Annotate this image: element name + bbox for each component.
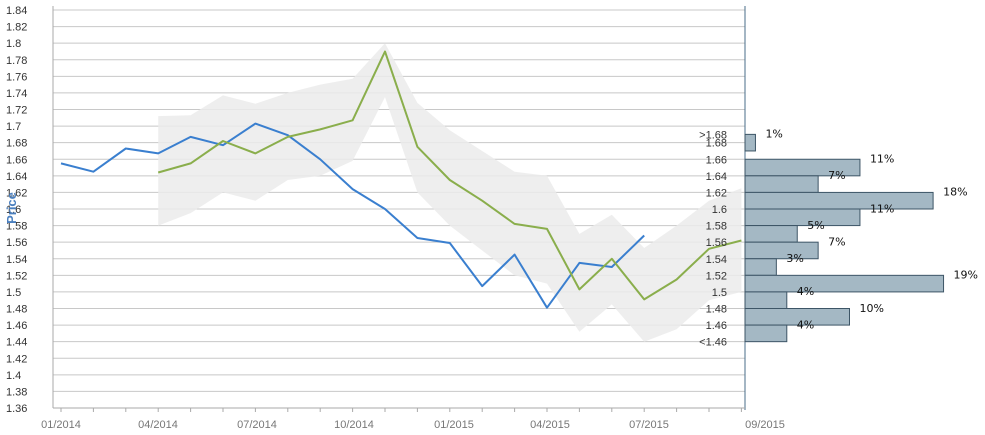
y-tick-label: 1.6 (6, 204, 21, 216)
histogram-bin-label: 1.62 (706, 187, 727, 199)
histogram-bar (744, 291, 788, 309)
y-tick-label: 1.46 (6, 320, 27, 332)
histogram (744, 133, 945, 343)
histogram-percent-label: 11% (870, 153, 894, 166)
histogram-bar (744, 324, 788, 343)
histogram-percent-label: 7% (828, 169, 845, 182)
y-tick-label: 1.7 (6, 121, 21, 133)
x-tick-label: 04/2014 (138, 419, 178, 431)
y-tick-label: 1.48 (6, 304, 27, 316)
histogram-bin-label: 1.48 (706, 304, 727, 316)
histogram-bar (744, 308, 850, 326)
x-tick-label: 10/2014 (334, 419, 374, 431)
histogram-bin-label: 1.52 (706, 270, 727, 282)
histogram-percent-label: 19% (954, 269, 978, 282)
histogram-bar (744, 191, 934, 210)
x-tick-label: 01/2014 (41, 419, 81, 431)
histogram-bar (744, 208, 861, 227)
y-tick-label: 1.4 (6, 370, 21, 382)
histogram-percent-label: 4% (797, 318, 814, 331)
series-lines (60, 50, 742, 309)
histogram-percent-label: 1% (765, 128, 782, 141)
histogram-bar (744, 133, 756, 152)
histogram-bin-label: >1.68 (699, 129, 727, 141)
x-tick-label: 04/2015 (530, 419, 570, 431)
y-tick-label: 1.52 (6, 270, 27, 282)
histogram-bin-label: 1.54 (706, 254, 727, 266)
y-tick-labels: 1.84 1.82 1.8 1.78 1.76 1.74 1.72 1.7 1.68 1.66 1.… (6, 5, 27, 415)
y-axis-label: Price (4, 192, 19, 224)
y-tick-label: 1.42 (6, 353, 27, 365)
histogram-bin-label: 1.68 (706, 138, 727, 150)
histogram-percent-label: 5% (807, 219, 824, 232)
histogram-labels: 1% 11% 7% 18% 11% 5% 7% 3% 19% 4% 10% 4% >1.681.68 1.… (699, 128, 978, 349)
histogram-bin-label: 1.46 (706, 320, 727, 332)
histogram-percent-label: 4% (797, 285, 814, 298)
histogram-bar (744, 258, 777, 276)
y-tick-label: 1.38 (6, 386, 27, 398)
x-tick-label: 01/2015 (434, 419, 474, 431)
histogram-bin-label: 1.56 (706, 237, 727, 249)
forecast-band (158, 43, 742, 342)
histogram-percent-label: 3% (786, 252, 803, 265)
y-tick-label: 1.78 (6, 55, 27, 67)
forecast-band-area (158, 43, 742, 342)
histogram-bin-label: 1.5 (712, 287, 727, 299)
x-tick-label: 07/2014 (237, 419, 277, 431)
y-tick-label: 1.54 (6, 254, 27, 266)
y-tick-label: 1.66 (6, 154, 27, 166)
y-tick-label: 1.64 (6, 171, 27, 183)
histogram-percent-label: 11% (870, 202, 894, 215)
histogram-bin-label: 1.66 (706, 154, 727, 166)
x-tick-labels: 01/2014 04/2014 07/2014 10/2014 01/2015 04/20… (41, 419, 785, 431)
y-tick-label: 1.58 (6, 221, 27, 233)
histogram-bar (744, 274, 945, 293)
y-tick-label: 1.5 (6, 287, 21, 299)
histogram-bar (744, 225, 798, 243)
histogram-bar (744, 241, 819, 260)
y-tick-label: 1.74 (6, 88, 27, 100)
x-tick-label: 07/2015 (629, 419, 669, 431)
histogram-bar (744, 175, 819, 193)
x-tick-label: 09/2015 (745, 419, 785, 431)
y-tick-label: 1.68 (6, 138, 27, 150)
y-tick-label: 1.44 (6, 337, 27, 349)
blue-series-line (60, 122, 645, 309)
y-tick-label: 1.62 (6, 187, 27, 199)
y-tick-label: 1.82 (6, 22, 27, 34)
histogram-bin-label: <1.46 (699, 337, 727, 349)
histogram-percent-label: 18% (943, 186, 967, 199)
histogram-bin-label: 1.64 (706, 171, 727, 183)
y-tick-label: 1.36 (6, 403, 27, 415)
histogram-bin-label: 1.6 (712, 204, 727, 216)
y-tick-label: 1.72 (6, 105, 27, 117)
y-tick-label: 1.76 (6, 71, 27, 83)
green-series-line (157, 50, 742, 301)
y-tick-label: 1.56 (6, 237, 27, 249)
histogram-percent-label: 7% (828, 235, 845, 248)
y-tick-label: 1.8 (6, 38, 21, 50)
y-tick-label: 1.84 (6, 5, 27, 17)
histogram-percent-label: 10% (860, 302, 884, 315)
histogram-bin-label: 1.58 (706, 221, 727, 233)
